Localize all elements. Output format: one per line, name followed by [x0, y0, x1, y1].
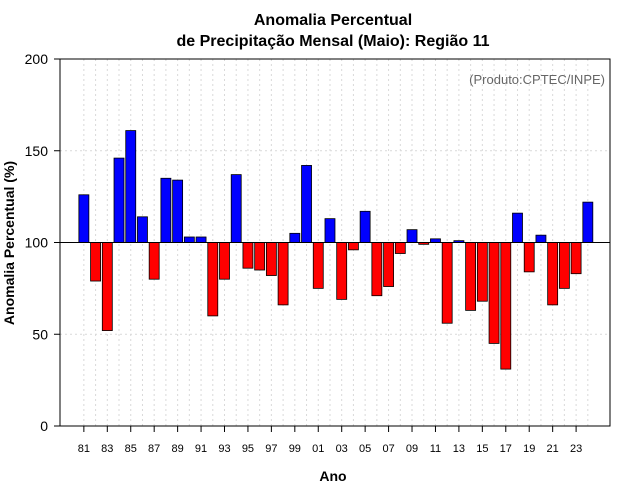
bar-82	[90, 242, 101, 282]
bar-09	[406, 229, 418, 243]
bar-87	[148, 242, 160, 280]
bar-03	[336, 242, 348, 300]
credit-label: (Produto:CPTEC/INPE)	[469, 72, 605, 87]
bar-21	[547, 242, 559, 306]
y-tick-label: 150	[25, 143, 49, 159]
x-axis-title: Ano	[319, 468, 346, 484]
x-tick-label: 91	[195, 443, 207, 455]
bar-92	[207, 242, 219, 317]
x-tick-label: 05	[359, 443, 371, 455]
x-tick-label: 19	[523, 443, 535, 455]
bar-16	[488, 242, 500, 344]
bars	[78, 130, 594, 370]
bar-95	[242, 242, 254, 269]
bar-07	[383, 242, 394, 287]
bar-06	[371, 242, 383, 297]
x-tick-label: 23	[570, 443, 582, 455]
y-tick-label: 200	[25, 51, 49, 67]
bar-23	[570, 242, 582, 275]
bar-04	[348, 242, 359, 251]
bar-90	[183, 236, 195, 243]
x-tick-label: 93	[218, 443, 230, 455]
x-tick-label: 85	[125, 443, 137, 455]
bar-89	[172, 179, 184, 243]
bar-94	[230, 174, 242, 243]
x-tick-label: 09	[406, 443, 418, 455]
bar-00	[301, 165, 312, 243]
bar-22	[558, 242, 570, 289]
x-tick-label: 13	[453, 443, 465, 455]
bar-02	[324, 218, 336, 243]
y-axis: 0 50 100 150 200	[25, 51, 60, 434]
bar-11	[430, 238, 441, 243]
bar-99	[289, 232, 301, 243]
x-tick-label: 95	[242, 443, 254, 455]
x-tick-label: 07	[382, 443, 394, 455]
y-tick-label: 100	[25, 235, 49, 251]
bar-14	[465, 242, 477, 311]
bar-83	[101, 242, 113, 331]
y-tick-label: 0	[40, 418, 48, 434]
x-tick-label: 17	[500, 443, 512, 455]
bar-24	[582, 201, 594, 243]
bar-05	[359, 210, 371, 243]
bar-12	[441, 242, 453, 324]
y-axis-title: Anomalia Percentual (%)	[1, 161, 17, 325]
x-tick-label: 97	[265, 443, 277, 455]
x-tick-label: 83	[101, 443, 113, 455]
bar-17	[500, 242, 512, 370]
bar-93	[219, 242, 230, 280]
chart-title-line2: de Precipitação Mensal (Maio): Região 11	[177, 33, 490, 50]
bar-88	[160, 177, 172, 243]
bar-20	[535, 234, 547, 243]
bar-97	[265, 242, 277, 276]
x-tick-label: 15	[476, 443, 488, 455]
x-tick-label: 21	[547, 443, 559, 455]
bar-96	[254, 242, 266, 271]
x-tick-label: 89	[171, 443, 183, 455]
x-tick-label: 99	[289, 443, 301, 455]
x-tick-label: 87	[148, 443, 160, 455]
bar-01	[312, 242, 324, 289]
chart-title-line1: Anomalia Percentual	[254, 12, 412, 29]
bar-84	[113, 157, 125, 243]
bar-18	[512, 212, 523, 243]
grid-lines	[60, 59, 610, 426]
x-tick-label: 01	[312, 443, 324, 455]
bar-15	[476, 242, 488, 302]
x-tick-label: 81	[78, 443, 90, 455]
bar-08	[394, 242, 406, 254]
bar-91	[195, 236, 207, 243]
x-tick-label: 11	[430, 443, 441, 455]
bar-86	[137, 216, 148, 243]
bar-19	[523, 242, 535, 273]
y-tick-label: 50	[32, 326, 48, 342]
x-tick-label: 03	[336, 443, 348, 455]
bar-81	[78, 194, 90, 243]
bar-85	[125, 130, 137, 243]
x-axis: 81 83 85 87 89 91 93 95 97 99 01 03 05 07 09 11 13 15 17 19…	[78, 426, 582, 455]
bar-98	[277, 242, 289, 306]
